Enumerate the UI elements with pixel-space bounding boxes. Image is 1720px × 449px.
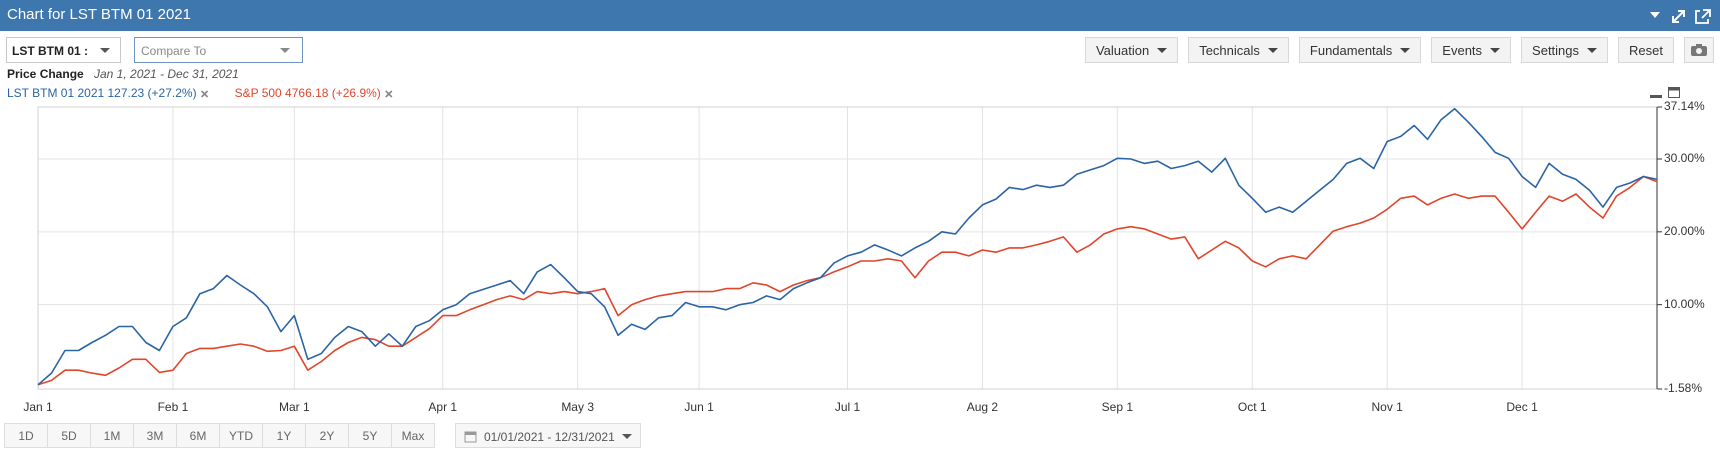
y-tick-label: -1.58% bbox=[1664, 381, 1702, 395]
minimize-icon[interactable] bbox=[1650, 95, 1662, 98]
compare-placeholder: Compare To bbox=[141, 44, 207, 58]
x-tick-label: Apr 1 bbox=[428, 400, 457, 414]
menu-button[interactable]: Settings bbox=[1521, 37, 1609, 63]
menu-button[interactable]: Events bbox=[1431, 37, 1512, 63]
dropdown-caret bbox=[622, 434, 632, 439]
remove-icon bbox=[385, 90, 393, 98]
x-tick-label: Oct 1 bbox=[1238, 400, 1267, 414]
header-bar: Chart for LST BTM 01 2021 bbox=[0, 0, 1720, 31]
range-button[interactable]: 2Y bbox=[305, 423, 349, 448]
x-tick-label: May 3 bbox=[561, 400, 594, 414]
dropdown-caret bbox=[100, 48, 110, 53]
series-line bbox=[37, 175, 1658, 386]
range-button[interactable]: YTD bbox=[219, 423, 263, 448]
chart-title: Price Change bbox=[7, 67, 84, 81]
x-tick-label: Nov 1 bbox=[1371, 400, 1403, 414]
dropdown-caret bbox=[1490, 48, 1501, 53]
x-tick-label: Mar 1 bbox=[279, 400, 310, 414]
menu-label: Events bbox=[1442, 42, 1483, 58]
menu-label: Fundamentals bbox=[1309, 42, 1393, 58]
x-tick-label: Jun 1 bbox=[684, 400, 714, 414]
date-range-text: 01/01/2021 - 12/31/2021 bbox=[484, 430, 615, 444]
x-tick-label: Jan 1 bbox=[23, 400, 53, 414]
dropdown-caret bbox=[1157, 48, 1168, 53]
range-button[interactable]: Max bbox=[391, 423, 435, 448]
header-icons bbox=[1650, 9, 1711, 24]
y-tick-label: 30.00% bbox=[1664, 151, 1705, 165]
dropdown-caret bbox=[1587, 48, 1598, 53]
reset-label: Reset bbox=[1629, 42, 1663, 58]
menu-label: Valuation bbox=[1095, 42, 1150, 58]
window-title: Chart for LST BTM 01 2021 bbox=[7, 6, 191, 23]
menu-label: Technicals bbox=[1199, 42, 1260, 58]
range-button[interactable]: 6M bbox=[176, 423, 220, 448]
compare-input[interactable]: Compare To bbox=[134, 37, 303, 63]
chart-subtitle: Jan 1, 2021 - Dec 31, 2021 bbox=[93, 67, 239, 81]
date-range-picker[interactable]: 01/01/2021 - 12/31/2021 bbox=[455, 423, 641, 448]
camera-icon bbox=[1691, 44, 1707, 56]
legend-remove[interactable] bbox=[200, 90, 209, 98]
reset-button[interactable]: Reset bbox=[1618, 37, 1674, 63]
y-tick-label: 10.00% bbox=[1664, 297, 1705, 311]
series-line bbox=[37, 107, 1658, 386]
menu-button[interactable]: Technicals bbox=[1188, 37, 1289, 63]
legend-label: S&P 500 4766.18 (+26.9%) bbox=[235, 86, 381, 100]
x-tick-label: Sep 1 bbox=[1102, 400, 1134, 414]
y-tick-label: 20.00% bbox=[1664, 224, 1705, 238]
popout-icon[interactable] bbox=[1695, 9, 1711, 24]
x-tick-label: Aug 2 bbox=[967, 400, 999, 414]
legend-label: LST BTM 01 2021 127.23 (+27.2%) bbox=[7, 86, 197, 100]
range-buttons: 1D 5D 1M 3M 6M YTD 1Y 2Y 5Y Max bbox=[4, 423, 435, 448]
menu-button[interactable]: Fundamentals bbox=[1298, 37, 1422, 63]
range-button[interactable]: 5D bbox=[47, 423, 91, 448]
dropdown-caret bbox=[280, 48, 290, 53]
x-tick-label: Feb 1 bbox=[158, 400, 189, 414]
range-button[interactable]: 3M bbox=[133, 423, 177, 448]
range-button[interactable]: 1M bbox=[90, 423, 134, 448]
symbol-text: LST BTM 01 : bbox=[12, 44, 89, 58]
symbol-select[interactable]: LST BTM 01 : bbox=[6, 37, 121, 63]
dropdown-caret bbox=[1267, 48, 1278, 53]
screenshot-button[interactable] bbox=[1684, 37, 1714, 63]
range-button[interactable]: 1Y bbox=[262, 423, 306, 448]
x-tick-label: Dec 1 bbox=[1506, 400, 1538, 414]
x-tick-label: Jul 1 bbox=[835, 400, 861, 414]
range-button[interactable]: 1D bbox=[4, 423, 48, 448]
range-button[interactable]: 5Y bbox=[348, 423, 392, 448]
expand-icon[interactable] bbox=[1672, 10, 1685, 23]
y-tick-label: 37.14% bbox=[1664, 99, 1705, 113]
pane-controls bbox=[1650, 87, 1680, 98]
dropdown-caret bbox=[1400, 48, 1411, 53]
menu-button[interactable]: Valuation bbox=[1084, 37, 1179, 63]
maximize-icon-bar bbox=[1668, 87, 1680, 91]
calendar-icon bbox=[464, 431, 477, 443]
collapse-icon[interactable] bbox=[1650, 12, 1660, 18]
legend-remove[interactable] bbox=[385, 90, 393, 98]
menu-label: Settings bbox=[1532, 42, 1580, 58]
menu-bar: Valuation Technicals Fundamentals Events Set… bbox=[1084, 37, 1714, 63]
remove-icon bbox=[200, 90, 209, 98]
